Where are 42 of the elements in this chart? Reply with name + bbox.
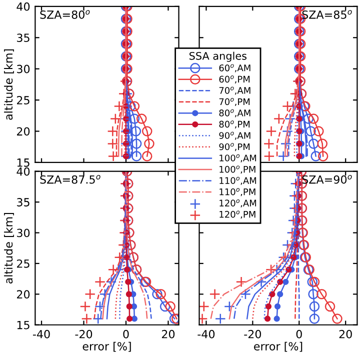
x-tick-label: -40	[198, 330, 215, 338]
y-axis-title: altitude [km]	[4, 49, 14, 120]
y-tick-label: 15	[17, 158, 30, 167]
legend-label: 80$^{o}$,AM	[219, 109, 250, 118]
legend-label: 80$^{o}$,PM	[219, 120, 250, 129]
legend-label: 100$^{o}$,PM	[220, 166, 256, 174]
x-tick-label: 0	[296, 330, 302, 338]
legend-label: 60$^{o}$,AM	[219, 64, 250, 72]
legend-label: 120$^{o}$,PM	[220, 210, 256, 219]
y-tick-label: 40	[16, 167, 30, 176]
x-tick-label: 20	[339, 330, 352, 338]
legend-label: 90$^{o}$,AM	[219, 132, 250, 140]
chart-title: SZA=85$^{o}$	[302, 10, 352, 19]
y-axis-title: altitude [km]	[4, 213, 14, 284]
legend-label: 110$^{o}$,AM	[220, 176, 256, 185]
legend-label: 70$^{o}$,AM	[219, 86, 250, 95]
y-tick-label: 20	[16, 290, 30, 299]
legend-label: 70$^{o}$,PM	[219, 98, 250, 106]
y-tick-label: 30	[17, 228, 30, 238]
y-tick-label: 30	[17, 64, 30, 74]
legend-label: 100$^{o}$,AM	[220, 154, 256, 162]
y-tick-label: 20	[16, 127, 30, 136]
x-tick-label: -20	[75, 330, 92, 338]
y-tick-label: 35	[17, 34, 30, 42]
chart-title: SZA=87.5$^{o}$	[40, 174, 100, 184]
x-tick-label: 0	[123, 330, 129, 338]
y-tick-label: 25	[16, 96, 30, 104]
x-tick-label: -40	[32, 330, 50, 338]
x-tick-label: 20	[162, 330, 175, 338]
legend-title: SSA angles	[190, 52, 246, 62]
y-tick-label: 25	[16, 259, 30, 268]
chart-title: SZA=80$^{o}$	[40, 10, 90, 19]
legend-label: 60$^{o}$,PM	[219, 75, 250, 84]
legend-label: 90$^{o}$,PM	[219, 143, 250, 152]
y-tick-label: 40	[16, 2, 30, 11]
x-axis-title: error [%]	[254, 342, 302, 352]
y-tick-label: 35	[17, 198, 30, 206]
legend-label: 120$^{o}$,AM	[220, 199, 256, 208]
x-axis-title: error [%]	[82, 342, 131, 352]
legend-label: 110$^{o}$,PM	[220, 188, 256, 196]
x-tick-label: -20	[244, 330, 262, 338]
y-tick-label: 15	[17, 320, 30, 330]
